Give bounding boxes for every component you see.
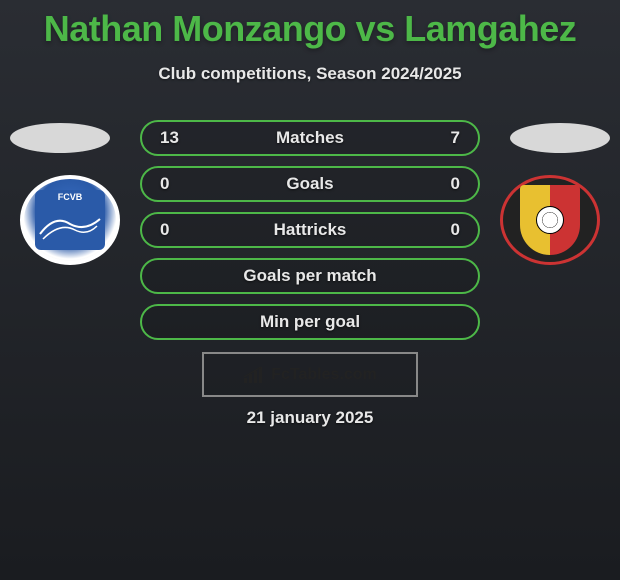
stat-row-min-per-goal: Min per goal [140,304,480,340]
comparison-subtitle: Club competitions, Season 2024/2025 [0,64,620,84]
stat-left-value: 0 [160,220,200,240]
stat-row-goals-per-match: Goals per match [140,258,480,294]
watermark-text: FcTables.com [271,366,377,384]
club-badge-right [500,175,600,265]
club-badge-left: FCVB [20,175,120,265]
soccer-ball-icon [536,206,564,234]
club-badge-left-text: FCVB [35,190,105,202]
player-avatar-right-placeholder [510,123,610,153]
stat-left-value: 0 [160,174,200,194]
snapshot-date: 21 january 2025 [247,408,374,428]
comparison-title: Nathan Monzango vs Lamgahez [0,0,620,50]
stat-row-matches: 13 Matches 7 [140,120,480,156]
stat-right-value: 0 [420,174,460,194]
stat-label: Min per goal [260,312,360,332]
stat-label: Hattricks [274,220,347,240]
bar-chart-icon [243,366,265,384]
stat-label: Goals [286,174,333,194]
stat-left-value: 13 [160,128,200,148]
stat-row-goals: 0 Goals 0 [140,166,480,202]
stat-label: Goals per match [243,266,376,286]
player-avatar-left-placeholder [10,123,110,153]
stat-row-hattricks: 0 Hattricks 0 [140,212,480,248]
stats-container: 13 Matches 7 0 Goals 0 0 Hattricks 0 Goa… [140,120,480,350]
stat-right-value: 7 [420,128,460,148]
stat-label: Matches [276,128,344,148]
watermark-badge: FcTables.com [202,352,418,397]
stat-right-value: 0 [420,220,460,240]
